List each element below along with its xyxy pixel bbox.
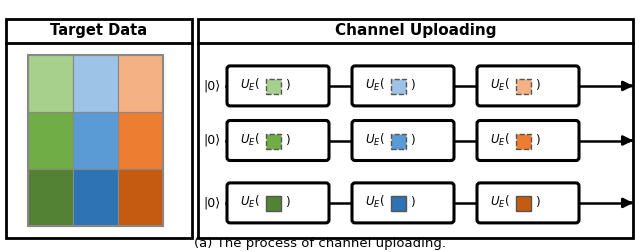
Bar bbox=[73, 169, 118, 226]
FancyBboxPatch shape bbox=[227, 120, 329, 161]
Bar bbox=[28, 169, 73, 226]
Bar bbox=[391, 134, 406, 149]
Bar bbox=[118, 55, 163, 112]
Text: |0⟩: |0⟩ bbox=[204, 196, 221, 209]
Text: $U_E($: $U_E($ bbox=[365, 132, 385, 148]
Text: $U_E($: $U_E($ bbox=[240, 77, 260, 93]
Bar bbox=[391, 79, 406, 94]
FancyBboxPatch shape bbox=[477, 183, 579, 223]
Text: $U_E($: $U_E($ bbox=[365, 77, 385, 93]
Text: $U_E($: $U_E($ bbox=[490, 194, 510, 210]
FancyBboxPatch shape bbox=[477, 120, 579, 161]
FancyBboxPatch shape bbox=[477, 66, 579, 106]
Text: $)$: $)$ bbox=[410, 77, 416, 92]
Text: $U_E($: $U_E($ bbox=[240, 194, 260, 210]
Text: $)$: $)$ bbox=[285, 132, 291, 147]
Text: (a) The process of channel uploading.: (a) The process of channel uploading. bbox=[194, 237, 446, 250]
Bar bbox=[391, 196, 406, 211]
Bar bbox=[516, 79, 531, 94]
Bar bbox=[73, 112, 118, 169]
Text: $U_E($: $U_E($ bbox=[490, 77, 510, 93]
Bar bbox=[516, 196, 531, 211]
FancyBboxPatch shape bbox=[227, 66, 329, 106]
Bar bbox=[28, 55, 73, 112]
Bar bbox=[118, 169, 163, 226]
Bar bbox=[73, 55, 118, 112]
Text: |0⟩: |0⟩ bbox=[204, 79, 221, 92]
Bar bbox=[198, 19, 633, 238]
Text: $)$: $)$ bbox=[285, 194, 291, 209]
Text: $)$: $)$ bbox=[535, 194, 541, 209]
FancyBboxPatch shape bbox=[352, 66, 454, 106]
Text: $U_E($: $U_E($ bbox=[490, 132, 510, 148]
Bar bbox=[28, 112, 73, 169]
Text: |0⟩: |0⟩ bbox=[204, 134, 221, 147]
Text: $)$: $)$ bbox=[285, 77, 291, 92]
FancyBboxPatch shape bbox=[352, 183, 454, 223]
FancyBboxPatch shape bbox=[227, 183, 329, 223]
Bar bbox=[266, 196, 281, 211]
Text: Channel Uploading: Channel Uploading bbox=[335, 23, 496, 39]
Text: $)$: $)$ bbox=[535, 77, 541, 92]
FancyBboxPatch shape bbox=[352, 120, 454, 161]
Bar bbox=[516, 134, 531, 149]
Bar bbox=[28, 55, 163, 226]
Bar bbox=[266, 134, 281, 149]
Text: $)$: $)$ bbox=[410, 132, 416, 147]
Text: Target Data: Target Data bbox=[51, 23, 148, 39]
Text: $)$: $)$ bbox=[410, 194, 416, 209]
Text: $)$: $)$ bbox=[535, 132, 541, 147]
Bar bbox=[118, 112, 163, 169]
Text: $U_E($: $U_E($ bbox=[365, 194, 385, 210]
Bar bbox=[266, 79, 281, 94]
Bar bbox=[6, 19, 192, 238]
Text: $U_E($: $U_E($ bbox=[240, 132, 260, 148]
